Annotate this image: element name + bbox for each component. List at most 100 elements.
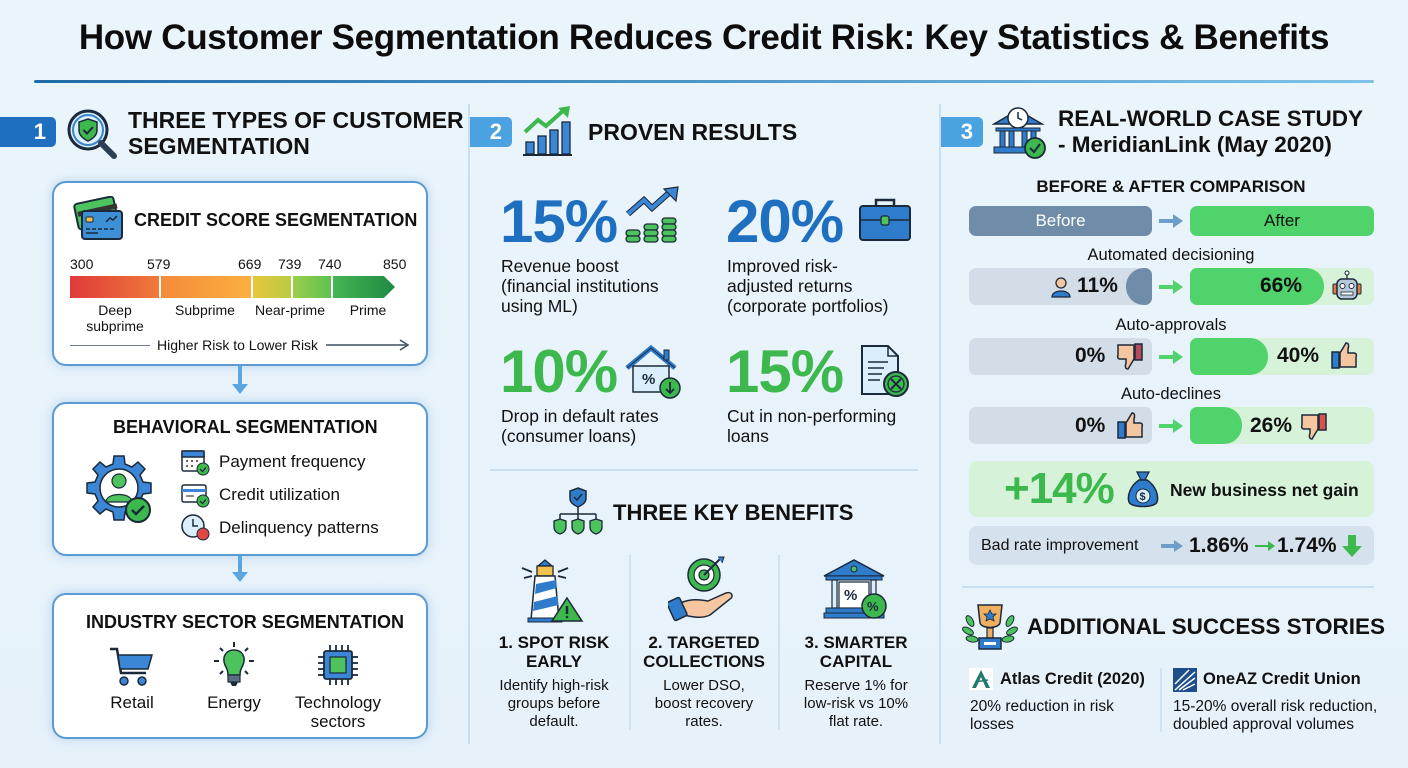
behavior-item: Delinquency patterns	[219, 518, 379, 537]
lighthouse-warning-icon	[521, 559, 584, 623]
atlas-logo-icon	[969, 668, 993, 690]
section-1-badge: 1	[0, 117, 56, 147]
shield-hierarchy-icon	[553, 487, 603, 535]
industry-label: Energy	[207, 693, 261, 712]
behavioral-title: BEHAVIORAL SEGMENTATION	[113, 417, 378, 437]
industry-title: INDUSTRY SECTOR SEGMENTATION	[86, 612, 405, 632]
benefit-title: 1. SPOT RISK EARLY	[498, 633, 610, 671]
arrow-right-icon	[1161, 540, 1183, 552]
bad-rate-after: 1.74%	[1277, 534, 1337, 557]
section-3-badge: 3	[941, 117, 983, 147]
growth-chart-icon	[523, 106, 572, 156]
bad-rate-label: Bad rate improvement	[981, 537, 1139, 554]
segment-subprime	[161, 276, 251, 298]
benefit-description: Reserve 1% for low-risk vs 10% flat rate…	[803, 677, 909, 730]
document-x-icon	[861, 345, 909, 397]
benefits-title: THREE KEY BENEFITS	[613, 500, 854, 525]
stories-title: ADDITIONAL SUCCESS STORIES	[1027, 614, 1385, 639]
segment-label: Near-prime	[254, 302, 325, 318]
segment-near-prime-b	[293, 276, 331, 298]
score-tick: 739	[278, 256, 302, 272]
bad-rate-before: 1.86%	[1189, 534, 1249, 557]
oneaz-logo-icon	[1173, 668, 1197, 692]
svg-text:%: %	[642, 371, 655, 388]
svg-text:$: $	[1140, 491, 1146, 503]
segment-prime	[333, 276, 395, 298]
calendar-check-icon	[181, 450, 210, 476]
score-tick: 579	[147, 256, 171, 272]
industry-label: Retail	[110, 693, 154, 712]
behavior-item: Credit utilization	[219, 485, 340, 504]
segment-label: Subprime	[175, 302, 235, 318]
after-bar-fill	[1190, 268, 1324, 305]
title-divider	[34, 80, 1374, 83]
industry-card	[52, 593, 428, 739]
arrow-right-icon	[1159, 280, 1183, 294]
bank-clock-check-icon	[992, 107, 1046, 159]
after-value: 26%	[1250, 414, 1293, 437]
after-bar-fill	[1190, 338, 1268, 375]
benefit-description: Identify high-risk groups before default…	[499, 677, 609, 730]
clock-alert-icon	[181, 514, 210, 541]
credit-score-bar	[70, 276, 410, 298]
comparison-title: BEFORE & AFTER COMPARISON	[1036, 177, 1306, 196]
story-divider	[1160, 668, 1162, 732]
bank-percent-icon: % %	[823, 559, 887, 619]
story-name: OneAZ Credit Union	[1203, 670, 1361, 688]
segment-label: Deep subprime	[86, 302, 144, 334]
person-icon	[1051, 277, 1071, 298]
down-arrow-icon	[232, 366, 248, 394]
after-value: 40%	[1277, 344, 1320, 367]
stat-description: Revenue boost (financial institutions us…	[501, 256, 659, 316]
benefit-divider	[629, 555, 631, 730]
after-bar-fill	[1190, 407, 1242, 444]
section-divider	[962, 586, 1374, 588]
down-arrow-icon	[232, 556, 248, 582]
microchip-icon	[318, 645, 358, 685]
industry-label: Technology sectors	[294, 693, 381, 731]
score-tick: 850	[383, 256, 407, 272]
before-value: 11%	[1077, 274, 1118, 297]
stat-description: Drop in default rates (consumer loans)	[501, 406, 659, 446]
trophy-icon	[962, 604, 1018, 650]
stat-description: Improved risk- adjusted returns (corpora…	[727, 256, 889, 316]
section-number: 1	[33, 119, 46, 144]
story-description: 20% reduction in risk losses	[970, 698, 1114, 733]
benefit-description: Lower DSO, boost recovery rates.	[654, 677, 754, 730]
thumbs-up-icon	[1331, 342, 1358, 369]
benefit-title: 3. SMARTER CAPITAL	[804, 633, 908, 671]
segment-deep-subprime	[70, 276, 159, 298]
stat-value: 15%	[500, 188, 618, 255]
coins-growth-icon	[625, 186, 679, 243]
money-bag-icon: $	[1127, 471, 1159, 508]
arrow-right-icon	[1159, 214, 1183, 228]
lightbulb-icon	[214, 642, 254, 686]
arrow-down-icon	[1342, 535, 1362, 557]
net-gain-value: +14%	[1004, 464, 1115, 513]
story-description: 15-20% overall risk reduction, doubled a…	[1173, 698, 1378, 733]
shield-magnifier-icon	[67, 109, 117, 159]
thumbs-down-icon	[1116, 343, 1143, 370]
svg-text:%: %	[867, 599, 879, 614]
section-divider	[490, 469, 918, 471]
risk-direction-label: Higher Risk to Lower Risk	[157, 337, 319, 353]
section-2-badge: 2	[470, 117, 512, 147]
arrow-right-icon	[1159, 419, 1183, 433]
arrow-right-icon	[326, 339, 410, 351]
after-header: After	[1190, 206, 1374, 236]
segment-near-prime-a	[253, 276, 291, 298]
column-divider	[939, 104, 941, 744]
before-bar-fill	[1126, 268, 1152, 305]
section-number: 3	[960, 119, 973, 144]
before-value: 0%	[1075, 344, 1106, 367]
benefit-divider	[778, 555, 780, 730]
risk-line-left	[70, 345, 150, 346]
section-3-title: REAL-WORLD CASE STUDY - MeridianLink (Ma…	[1058, 106, 1363, 157]
behavior-item: Payment frequency	[219, 452, 366, 471]
net-gain-box	[969, 461, 1374, 517]
before-value: 0%	[1075, 414, 1106, 437]
score-tick: 669	[238, 256, 262, 272]
stat-description: Cut in non-performing loans	[727, 406, 897, 446]
arrow-right-icon	[1159, 350, 1183, 364]
thumbs-down-icon	[1300, 413, 1327, 440]
